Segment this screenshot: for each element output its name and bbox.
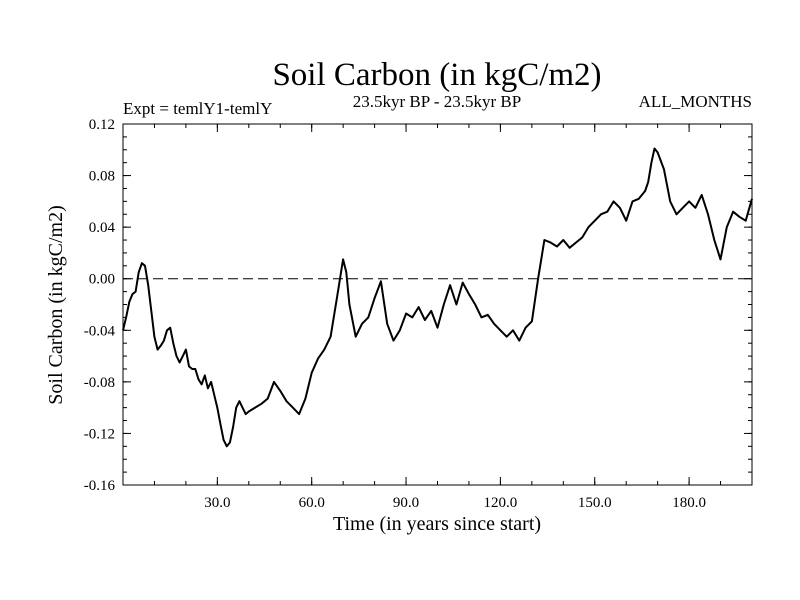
y-tick-label: -0.16	[84, 478, 116, 494]
y-tick-label: 0.08	[89, 169, 115, 185]
y-tick-label: 0.04	[89, 220, 116, 236]
y-axis: 0.12 0.08 0.04 0.00 -0.04 -0.08 -0.12 -0.16	[84, 117, 752, 494]
x-tick-label: 120.0	[484, 495, 518, 511]
x-tick-label: 60.0	[299, 495, 325, 511]
y-tick-label: 0.00	[89, 272, 115, 288]
x-tick-label: 150.0	[578, 495, 612, 511]
x-tick-label: 30.0	[204, 495, 230, 511]
y-tick-label: -0.04	[84, 323, 116, 339]
x-axis: 30.0 60.0 90.0 120.0 150.0 180.0	[122, 124, 753, 511]
x-tick-label: 180.0	[672, 495, 706, 511]
chart-subtitle-center: 23.5kyr BP - 23.5kyr BP	[353, 92, 521, 111]
series-line-0	[122, 147, 753, 448]
y-tick-label: -0.08	[84, 375, 115, 391]
chart-subtitle-left: Expt = temlY1-temlY	[123, 99, 272, 118]
y-tick-label: 0.12	[89, 117, 115, 133]
x-axis-label: Time (in years since start)	[333, 513, 541, 535]
y-tick-label: -0.12	[84, 426, 115, 442]
x-tick-label: 90.0	[393, 495, 419, 511]
y-axis-label: Soil Carbon (in kgC/m2)	[45, 205, 67, 404]
plot-area	[122, 147, 753, 448]
chart-subtitle-right: ALL_MONTHS	[639, 92, 752, 111]
chart-title: Soil Carbon (in kgC/m2)	[272, 57, 601, 93]
